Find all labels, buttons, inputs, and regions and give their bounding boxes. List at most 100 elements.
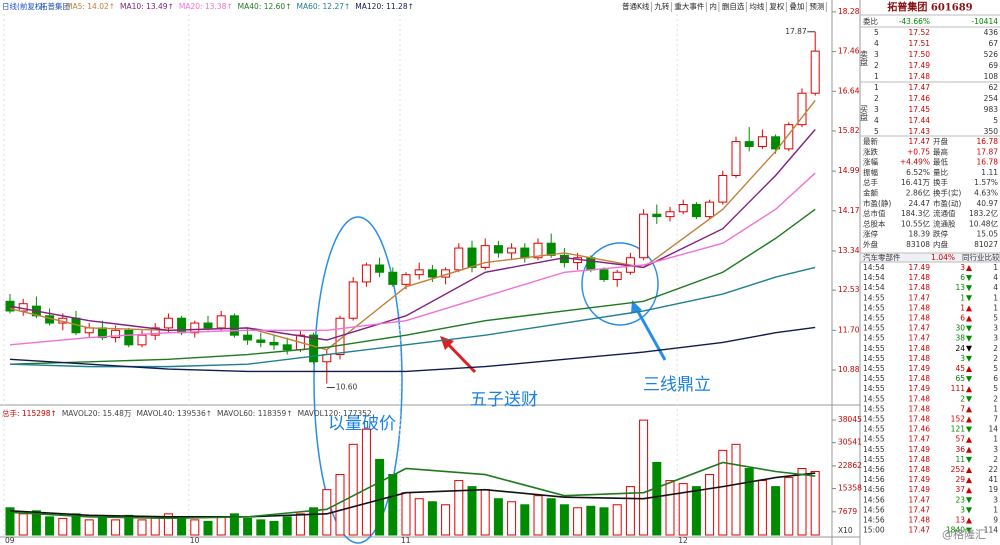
volume-bar bbox=[414, 498, 424, 536]
tick-volume: 121 bbox=[951, 425, 966, 434]
volume-bar bbox=[625, 486, 635, 536]
toolbar-button[interactable]: 删自选 bbox=[722, 1, 745, 11]
candle-body bbox=[388, 271, 398, 285]
toolbar-button[interactable]: 叠加 bbox=[789, 1, 804, 11]
tick-count: 3 bbox=[993, 445, 998, 454]
legend-item: MA20: 13.38↑ bbox=[179, 2, 233, 11]
toolbar-button[interactable]: 重大事件 bbox=[674, 1, 704, 11]
tick-arrow bbox=[966, 416, 972, 423]
volume-bar bbox=[177, 516, 187, 536]
tick-time: 14:55 bbox=[863, 354, 885, 363]
candle-body bbox=[546, 242, 556, 256]
stat-label: 换手 bbox=[933, 177, 948, 187]
watermark: @格隆汇 bbox=[942, 527, 986, 541]
tick-count: 5 bbox=[993, 314, 998, 323]
annotation: 以量破价 bbox=[328, 414, 396, 434]
stat-label: 流通值 bbox=[933, 208, 956, 218]
industry-bar bbox=[859, 252, 1000, 263]
candle-body bbox=[322, 354, 332, 363]
volume-bar bbox=[467, 486, 477, 536]
tick-count: 9 bbox=[993, 516, 998, 525]
level: 5 bbox=[874, 127, 879, 136]
candle-body bbox=[665, 211, 675, 218]
stat-label: 换手(实) bbox=[933, 188, 961, 198]
candle-body bbox=[361, 264, 371, 283]
candle-body bbox=[678, 204, 688, 213]
candle-body bbox=[639, 213, 649, 259]
toolbar-button[interactable]: 内 bbox=[709, 1, 717, 11]
tick-price: 17.47 bbox=[909, 505, 931, 514]
candle-body bbox=[414, 269, 424, 276]
tick-arrow bbox=[966, 376, 972, 383]
toolbar-button[interactable]: 复权 bbox=[769, 1, 784, 11]
vol-legend: MAVOL60: 118359↑ bbox=[217, 409, 293, 418]
toolbar-button[interactable]: 预测 bbox=[809, 1, 824, 11]
tick-volume: 11 bbox=[955, 455, 965, 464]
vol-tick-label: 22862 bbox=[838, 461, 862, 470]
vol-tick-label: 7679 bbox=[838, 507, 857, 516]
volume-bar bbox=[599, 507, 609, 536]
level: 2 bbox=[874, 94, 879, 103]
stat-label: 总手 bbox=[863, 177, 878, 187]
y-tick-label: 16.64 bbox=[838, 86, 860, 95]
x-tick-label: 09 bbox=[5, 536, 15, 545]
ma-line bbox=[9, 129, 816, 341]
volume-bar bbox=[573, 507, 583, 536]
volume-bar bbox=[441, 504, 451, 536]
stat-label: 跌停 bbox=[933, 229, 948, 239]
tick-time: 14:55 bbox=[863, 314, 885, 323]
price: 17.50 bbox=[909, 50, 931, 59]
stock-title: 拓普集团 601689 bbox=[887, 1, 972, 14]
volume-bar bbox=[150, 516, 160, 536]
stat-label: 涨跌 bbox=[863, 146, 878, 156]
stat-value: 83108 bbox=[906, 240, 930, 249]
tick-count: 1 bbox=[993, 263, 998, 272]
tick-count: 1 bbox=[993, 505, 998, 514]
candle-body bbox=[467, 247, 477, 268]
toolbar-button[interactable]: 普通K线 bbox=[622, 1, 650, 11]
stat-value: 17.87 bbox=[977, 147, 999, 156]
stat-value: 1.57% bbox=[974, 178, 998, 187]
tick-arrow bbox=[966, 295, 972, 302]
y-tick-label: 18.28 bbox=[838, 7, 860, 16]
tick-time: 14:55 bbox=[863, 374, 885, 383]
ma-line bbox=[9, 472, 816, 518]
volume-bar bbox=[639, 419, 649, 536]
volume-bar bbox=[678, 483, 688, 536]
tick-time: 14:55 bbox=[863, 334, 885, 343]
tick-count: 4 bbox=[993, 283, 998, 292]
tick-volume: 37 bbox=[955, 485, 965, 494]
stat-value: 24.47 bbox=[909, 199, 931, 208]
toolbar-button[interactable]: 均线 bbox=[749, 1, 764, 11]
candle-body bbox=[691, 204, 701, 218]
vol-legend: MAVOL20: 15.48万 bbox=[62, 409, 132, 418]
tick-volume: 7 bbox=[960, 404, 965, 413]
stat-value: 4.63% bbox=[974, 189, 998, 198]
tick-volume: 29 bbox=[955, 475, 965, 484]
candle-body bbox=[784, 124, 794, 150]
industry-compare[interactable]: 同行业比较 bbox=[962, 252, 1000, 262]
tick-price: 17.48 bbox=[909, 404, 931, 413]
candle-body bbox=[203, 322, 213, 329]
volume-bar bbox=[559, 504, 569, 536]
tick-volume: 23 bbox=[955, 495, 965, 504]
toolbar-button[interactable]: 九转 bbox=[654, 1, 669, 11]
tick-time: 14:55 bbox=[863, 415, 885, 424]
size: 69 bbox=[988, 61, 998, 70]
price: 17.52 bbox=[909, 28, 931, 37]
tick-time: 14:55 bbox=[863, 404, 885, 413]
candle-body bbox=[507, 247, 517, 254]
annotation-arrow bbox=[634, 307, 667, 361]
stat-label: 流通股 bbox=[933, 218, 956, 228]
volume-bar bbox=[784, 477, 794, 536]
tick-price: 17.48 bbox=[909, 273, 931, 282]
stat-label: 最低 bbox=[933, 157, 948, 167]
candle-body bbox=[229, 315, 239, 336]
arrow-head bbox=[440, 336, 454, 350]
volume-bar bbox=[348, 443, 358, 536]
ma-line bbox=[9, 208, 816, 365]
annotation-ellipse bbox=[313, 216, 403, 544]
stat-value: +0.75 bbox=[907, 147, 930, 156]
stat-value: 16.41万 bbox=[901, 178, 930, 187]
stat-value: 18.39 bbox=[909, 230, 931, 239]
